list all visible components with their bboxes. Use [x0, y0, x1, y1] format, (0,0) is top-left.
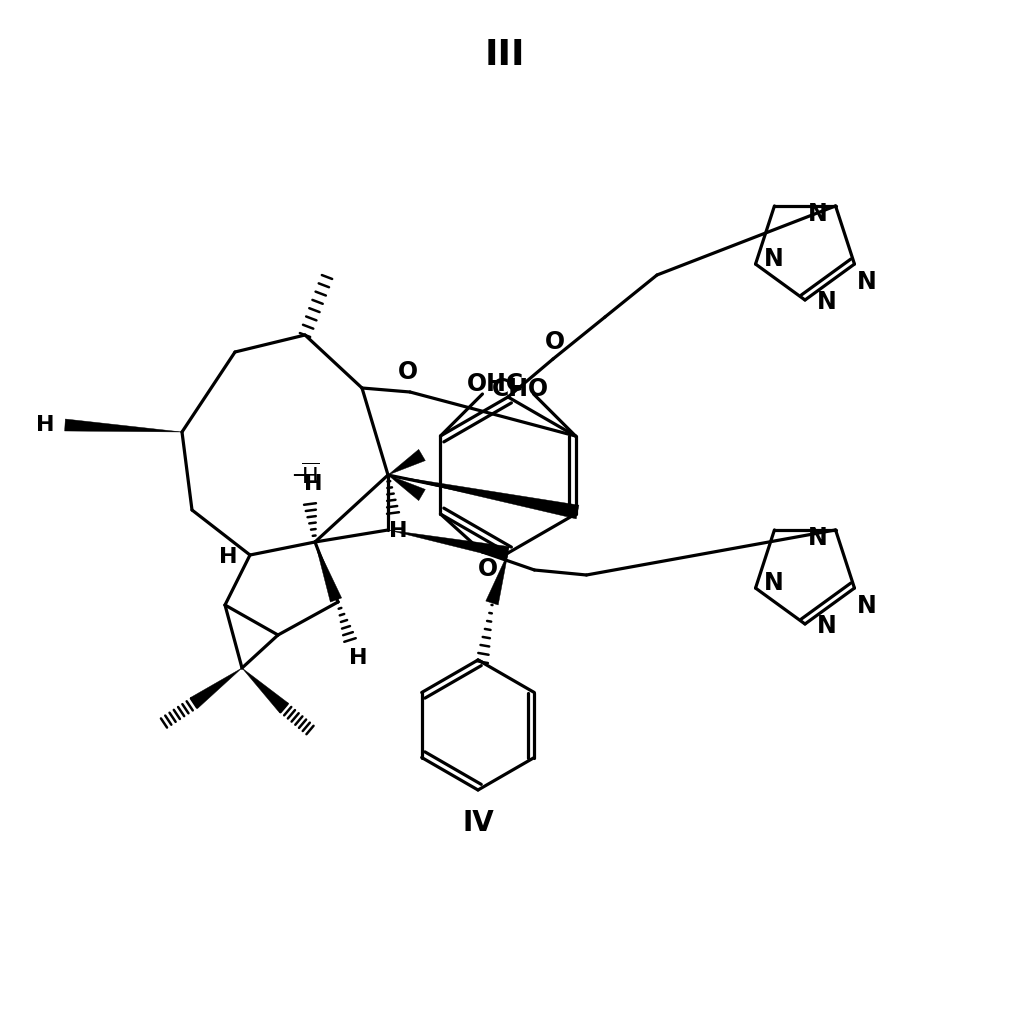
Text: N: N: [807, 526, 828, 550]
Polygon shape: [64, 419, 182, 432]
Text: O: O: [545, 330, 565, 354]
Polygon shape: [388, 475, 425, 501]
Text: N: N: [818, 614, 837, 638]
Polygon shape: [388, 449, 425, 475]
Text: ̅H: ̅H: [304, 474, 322, 494]
Text: H: H: [219, 547, 237, 567]
Text: III: III: [484, 38, 525, 72]
Text: N: N: [763, 571, 784, 595]
Text: H: H: [349, 648, 367, 668]
Polygon shape: [388, 475, 578, 519]
Text: N: N: [763, 247, 784, 271]
Text: O: O: [477, 557, 498, 581]
Text: $\overline{\mathrm{H}}$: $\overline{\mathrm{H}}$: [300, 462, 319, 487]
Text: N: N: [818, 290, 837, 314]
Polygon shape: [388, 530, 509, 559]
Text: CHO: CHO: [492, 377, 549, 401]
Text: H: H: [388, 521, 407, 541]
Text: N: N: [856, 270, 876, 295]
Text: OHC: OHC: [467, 372, 524, 396]
Text: N: N: [856, 594, 876, 618]
Polygon shape: [315, 542, 341, 603]
Text: H: H: [36, 415, 54, 435]
Text: IV: IV: [462, 809, 494, 837]
Polygon shape: [485, 553, 508, 605]
Polygon shape: [190, 668, 242, 709]
Polygon shape: [242, 668, 288, 713]
Text: O: O: [398, 360, 418, 384]
Text: N: N: [807, 202, 828, 226]
